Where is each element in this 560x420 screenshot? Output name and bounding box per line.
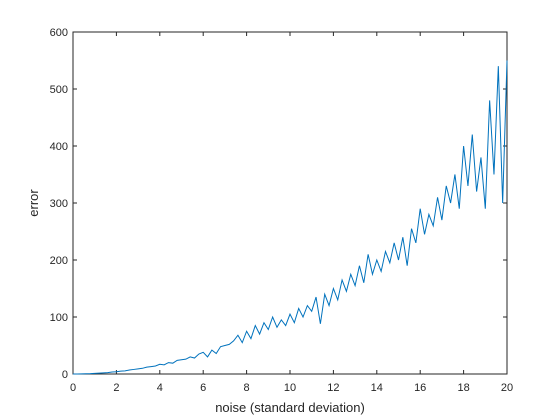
x-tick-label: 6 [200, 382, 206, 394]
x-tick-label: 2 [113, 382, 119, 394]
x-tick-label: 18 [457, 382, 469, 394]
x-tick-label: 12 [327, 382, 339, 394]
y-tick-label: 300 [50, 198, 68, 210]
y-tick-label: 200 [50, 255, 68, 267]
x-tick-label: 8 [244, 382, 250, 394]
line-series [72, 60, 508, 375]
y-axis-label: error [26, 189, 41, 217]
x-tick-label: 0 [70, 382, 76, 394]
y-tick-label: 400 [50, 141, 68, 153]
x-tick-label: 16 [414, 382, 426, 394]
y-tick-label: 500 [50, 84, 68, 96]
axes-box [72, 31, 508, 375]
x-tick-label: 14 [371, 382, 383, 394]
x-axis-label: noise (standard deviation) [215, 400, 365, 415]
y-tick-label: 100 [50, 312, 68, 324]
y-tick-label: 600 [50, 27, 68, 39]
y-tick-label: 0 [62, 369, 68, 381]
x-tick-label: 4 [157, 382, 163, 394]
x-tick-label: 20 [501, 382, 513, 394]
x-tick-label: 10 [284, 382, 296, 394]
